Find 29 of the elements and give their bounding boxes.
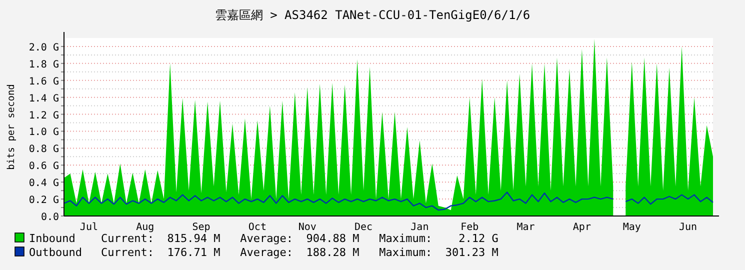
y-tick-label: 1.4 G [28,93,59,104]
text: Current: 815.94 M Average: 904.88 M Maximum: 2.12 G [101,232,498,245]
y-axis-title: bits per second [6,84,17,170]
x-tick-label: Jan [410,222,429,233]
legend-label: Outbound [29,246,82,259]
y-tick-label: 1.6 G [28,76,59,88]
x-tick-label: Jun [679,222,698,233]
x-tick-label: Mar [516,222,535,233]
y-tick-label: 0.4 G [28,178,59,190]
x-tick-label: Oct [248,222,266,233]
x-tick-label: May [622,222,641,233]
chart-title: 雲嘉區網 > AS3462 TANet-CCU-01-TenGigE0/6/1/6 [214,8,530,22]
x-tick-label: Nov [298,222,316,233]
y-tick-label: 0.0 [40,212,59,223]
x-tick-label: Apr [572,222,591,233]
x-tick-label: Aug [136,222,154,233]
y-tick-label: 0.6 G [28,161,59,172]
x-tick-label: Dec [354,222,373,233]
x-tick-label: Sep [192,222,210,233]
y-tick-label: 0.2 G [28,195,59,206]
x-tick-label: Jul [80,222,98,233]
y-tick-label: 1.8 G [28,59,59,70]
y-tick-label: 2.0 G [28,42,59,54]
text: Current: 176.71 M Average: 188.28 M Maximum: 301.23 M [101,246,499,259]
x-tick-label: Feb [460,222,479,233]
y-tick-label: 1.2 G [28,110,59,122]
y-tick-label: 1.0 G [28,127,59,138]
y-tick-label: 0.8 G [28,144,59,156]
legend-label: Inbound [29,232,76,245]
